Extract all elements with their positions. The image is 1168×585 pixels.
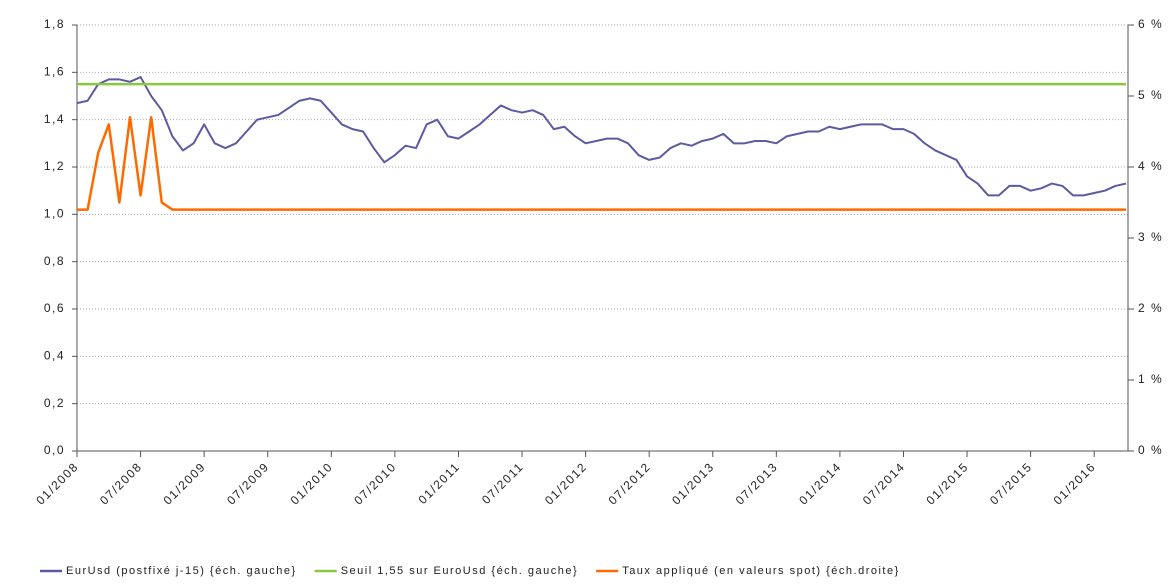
y2-tick-label: 4 %	[1138, 159, 1163, 173]
y-tick-label: 1,4	[44, 112, 65, 126]
x-tick-label: 07/2008	[97, 459, 145, 507]
x-tick-label: 07/2010	[351, 459, 399, 507]
y2-tick-label: 1 %	[1138, 372, 1163, 386]
x-tick-label: 07/2013	[733, 459, 781, 507]
legend-label: EurUsd (postfixé j-15) {éch. gauche}	[66, 565, 297, 577]
x-tick-label: 07/2009	[224, 459, 272, 507]
legend-label: Seuil 1,55 sur EuroUsd {éch. gauche}	[341, 565, 578, 577]
x-tick-label: 01/2016	[1051, 459, 1099, 507]
y2-tick-label: 5 %	[1138, 88, 1163, 102]
legend-label: Taux appliqué (en valeurs spot) {éch.dro…	[622, 565, 900, 577]
x-tick-label: 07/2015	[987, 459, 1035, 507]
y-tick-label: 0,2	[44, 396, 65, 410]
y-tick-label: 0,8	[44, 254, 65, 268]
x-tick-label: 01/2012	[542, 459, 590, 507]
x-tick-label: 07/2011	[479, 459, 526, 506]
x-tick-label: 01/2011	[415, 459, 462, 506]
x-tick-label: 07/2014	[860, 459, 908, 507]
x-tick-label: 07/2012	[606, 459, 654, 507]
series-line	[76, 76, 1127, 197]
y2-tick-label: 6 %	[1138, 17, 1163, 31]
x-tick-label: 01/2010	[288, 459, 336, 507]
x-tick-label: 01/2013	[669, 459, 717, 507]
x-tick-label: 01/2014	[796, 459, 844, 507]
y-tick-label: 0,0	[44, 443, 65, 457]
y2-tick-label: 2 %	[1138, 301, 1163, 315]
series-line	[77, 116, 1126, 211]
y-tick-label: 0,6	[44, 301, 65, 315]
y-tick-label: 1,6	[44, 65, 65, 79]
y-tick-label: 1,0	[44, 207, 65, 221]
x-tick-label: 01/2009	[161, 459, 209, 507]
x-tick-label: 01/2008	[33, 459, 81, 507]
y-tick-label: 1,8	[44, 17, 65, 31]
y2-tick-label: 0 %	[1138, 443, 1163, 457]
y2-tick-label: 3 %	[1138, 230, 1163, 244]
y-tick-label: 0,4	[44, 349, 65, 363]
x-tick-label: 01/2015	[923, 459, 971, 507]
y-tick-label: 1,2	[44, 159, 65, 173]
